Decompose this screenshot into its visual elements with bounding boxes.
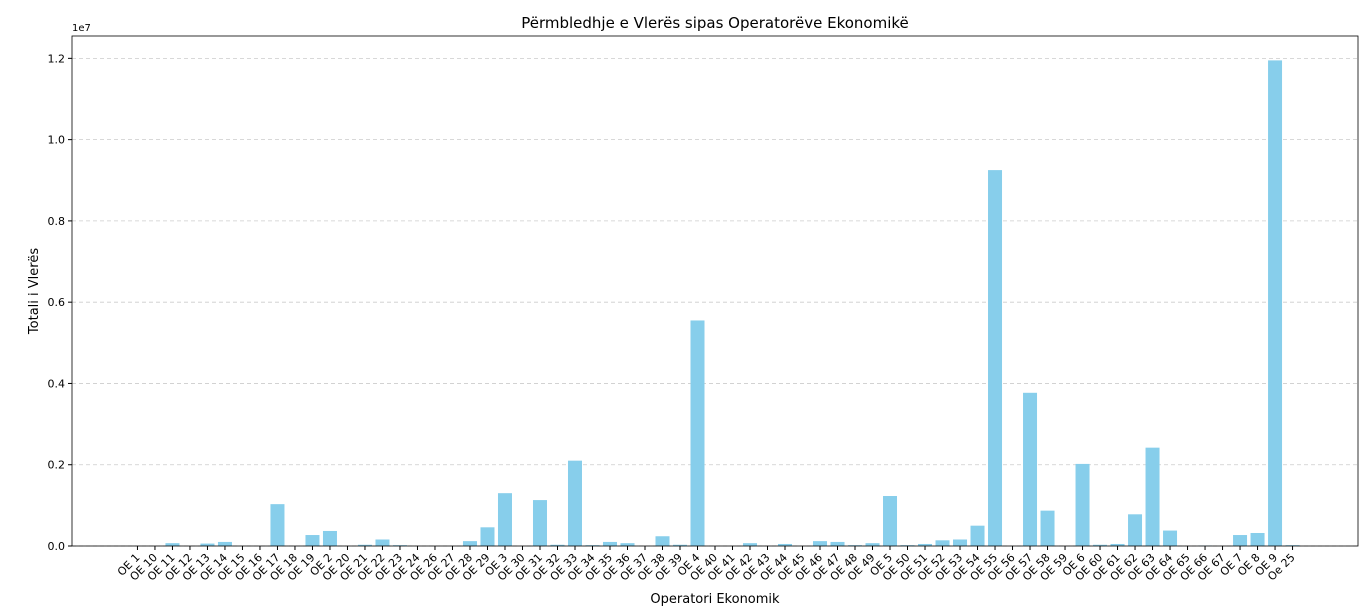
bar <box>585 545 600 546</box>
bar <box>375 539 390 546</box>
bar <box>1040 510 1055 546</box>
bar <box>1128 514 1143 546</box>
bar <box>392 545 407 546</box>
y-tick-label: 0.8 <box>48 215 66 228</box>
x-axis-label: Operatori Ekonomik <box>650 592 780 607</box>
plot-frame <box>71 35 1359 547</box>
bar <box>620 543 635 546</box>
bar <box>602 541 617 546</box>
y-tick-label: 1.2 <box>48 52 66 65</box>
bar <box>532 500 547 546</box>
bar <box>480 527 495 546</box>
y-tick-label: 0.2 <box>48 459 66 472</box>
y-tick-label: 0.0 <box>48 540 66 553</box>
bar <box>1268 60 1283 546</box>
bar <box>743 543 758 546</box>
bar <box>1075 463 1090 546</box>
bar <box>217 541 232 546</box>
bar <box>865 543 880 546</box>
bar <box>1110 543 1125 546</box>
bar <box>830 541 845 546</box>
bar <box>1023 392 1038 546</box>
bar <box>1250 532 1265 546</box>
bar <box>970 525 985 546</box>
y-axis-label: Totali i Vlerës <box>27 248 42 335</box>
bar <box>900 545 915 546</box>
bar <box>462 541 477 546</box>
bar <box>200 543 215 546</box>
bar <box>305 535 320 546</box>
bar <box>883 496 898 546</box>
y-offset-label: 1e7 <box>72 23 91 34</box>
bar <box>165 543 180 546</box>
bar <box>813 541 828 546</box>
bar <box>270 504 285 546</box>
bar <box>690 320 705 546</box>
bar <box>567 460 582 546</box>
bar <box>655 536 670 546</box>
bar <box>1145 447 1160 546</box>
bar <box>1233 535 1248 546</box>
bar <box>848 545 863 546</box>
bar <box>935 540 950 546</box>
bar <box>497 493 512 546</box>
bar <box>778 543 793 546</box>
chart-title: Përmbledhje e Vlerës sipas Operatorëve E… <box>521 14 909 32</box>
bar <box>322 530 337 546</box>
bar <box>953 539 968 546</box>
bar <box>550 544 565 546</box>
bar <box>1093 544 1108 546</box>
y-tick-label: 1.0 <box>48 134 66 147</box>
bar <box>1285 545 1300 546</box>
y-tick-label: 0.4 <box>48 377 66 390</box>
bar <box>672 544 687 546</box>
bar <box>918 543 933 546</box>
bar <box>357 544 372 546</box>
y-tick-label: 0.6 <box>48 296 66 309</box>
bar <box>1163 530 1178 546</box>
bar <box>988 170 1003 547</box>
